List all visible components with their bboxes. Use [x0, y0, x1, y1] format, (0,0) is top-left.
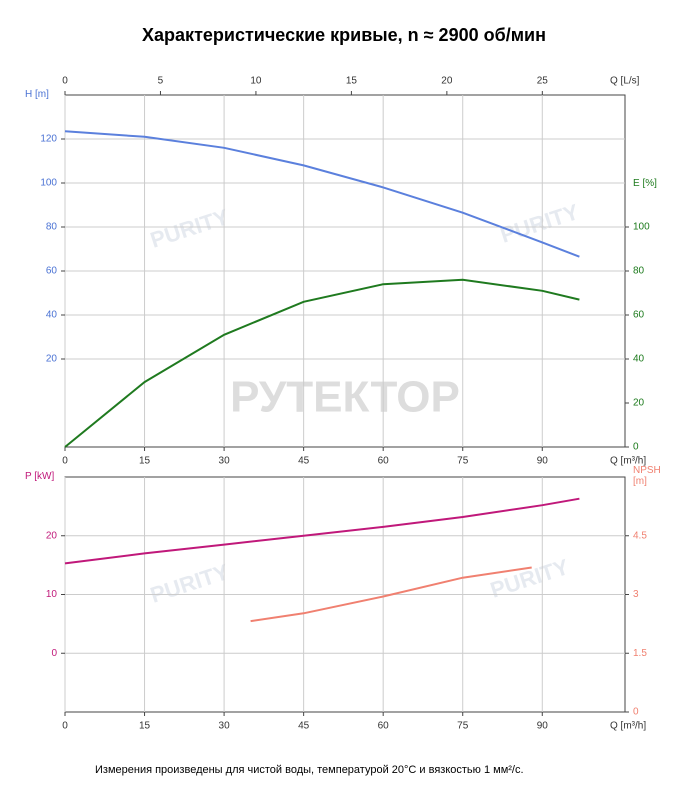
y2-tick-label: 0	[633, 442, 639, 453]
x-tick-label: 30	[219, 721, 231, 732]
x-tick-label: 90	[537, 456, 549, 467]
footnote: Измерения произведены для чистой воды, т…	[95, 764, 524, 776]
y2-tick-label: 1.5	[633, 648, 647, 659]
y-tick-label: 20	[46, 354, 58, 365]
x2-tick-label: 0	[62, 76, 68, 87]
y-tick-label: 40	[46, 310, 58, 321]
y2-axis-label: E [%]	[633, 178, 657, 189]
x-tick-label: 60	[378, 721, 390, 732]
series-line	[64, 497, 580, 565]
x-axis-label: Q [m³/h]	[610, 456, 646, 467]
y-axis-label: P [kW]	[25, 471, 55, 482]
x-tick-label: 30	[219, 456, 231, 467]
logo: PURITY	[147, 559, 232, 608]
x-tick-label: 60	[378, 456, 390, 467]
x2-tick-label: 10	[250, 76, 262, 87]
x-tick-label: 0	[62, 456, 68, 467]
series-line	[64, 278, 580, 448]
series-line	[250, 566, 532, 623]
y-tick-label: 60	[46, 266, 58, 277]
series-line	[64, 130, 580, 258]
y2-tick-label: 0	[633, 707, 639, 718]
x2-tick-label: 5	[158, 76, 164, 87]
x2-axis-label: Q [L/s]	[610, 76, 640, 87]
y-tick-label: 0	[51, 648, 57, 659]
x-tick-label: 15	[139, 456, 151, 467]
x2-tick-label: 20	[441, 76, 453, 87]
y-axis-label: H [m]	[25, 89, 49, 100]
chart-title: Характеристические кривые, n ≈ 2900 об/м…	[142, 25, 546, 45]
x-tick-label: 15	[139, 721, 151, 732]
y2-tick-label: 60	[633, 310, 645, 321]
y2-tick-label: 4.5	[633, 530, 647, 541]
x-tick-label: 0	[62, 721, 68, 732]
x2-tick-label: 25	[537, 76, 549, 87]
y2-axis-label: NPSH [m]	[633, 465, 661, 487]
y-tick-label: 120	[40, 134, 57, 145]
y2-tick-label: 3	[633, 589, 639, 600]
y2-tick-label: 40	[633, 354, 645, 365]
y2-tick-label: 80	[633, 266, 645, 277]
x-tick-label: 45	[298, 456, 310, 467]
x-tick-label: 75	[457, 456, 469, 467]
x-tick-label: 75	[457, 721, 469, 732]
y-tick-label: 80	[46, 222, 58, 233]
y-tick-label: 20	[46, 530, 58, 541]
x-tick-label: 90	[537, 721, 549, 732]
watermark: РУТЕКТОР	[230, 373, 460, 422]
x-axis-label: Q [m³/h]	[610, 721, 646, 732]
y2-tick-label: 20	[633, 398, 645, 409]
x2-tick-label: 15	[346, 76, 358, 87]
x-tick-label: 45	[298, 721, 310, 732]
y-tick-label: 10	[46, 589, 58, 600]
y-tick-label: 100	[40, 178, 57, 189]
logo: PURITY	[147, 204, 232, 253]
logo: PURITY	[487, 554, 572, 603]
y2-tick-label: 100	[633, 222, 650, 233]
